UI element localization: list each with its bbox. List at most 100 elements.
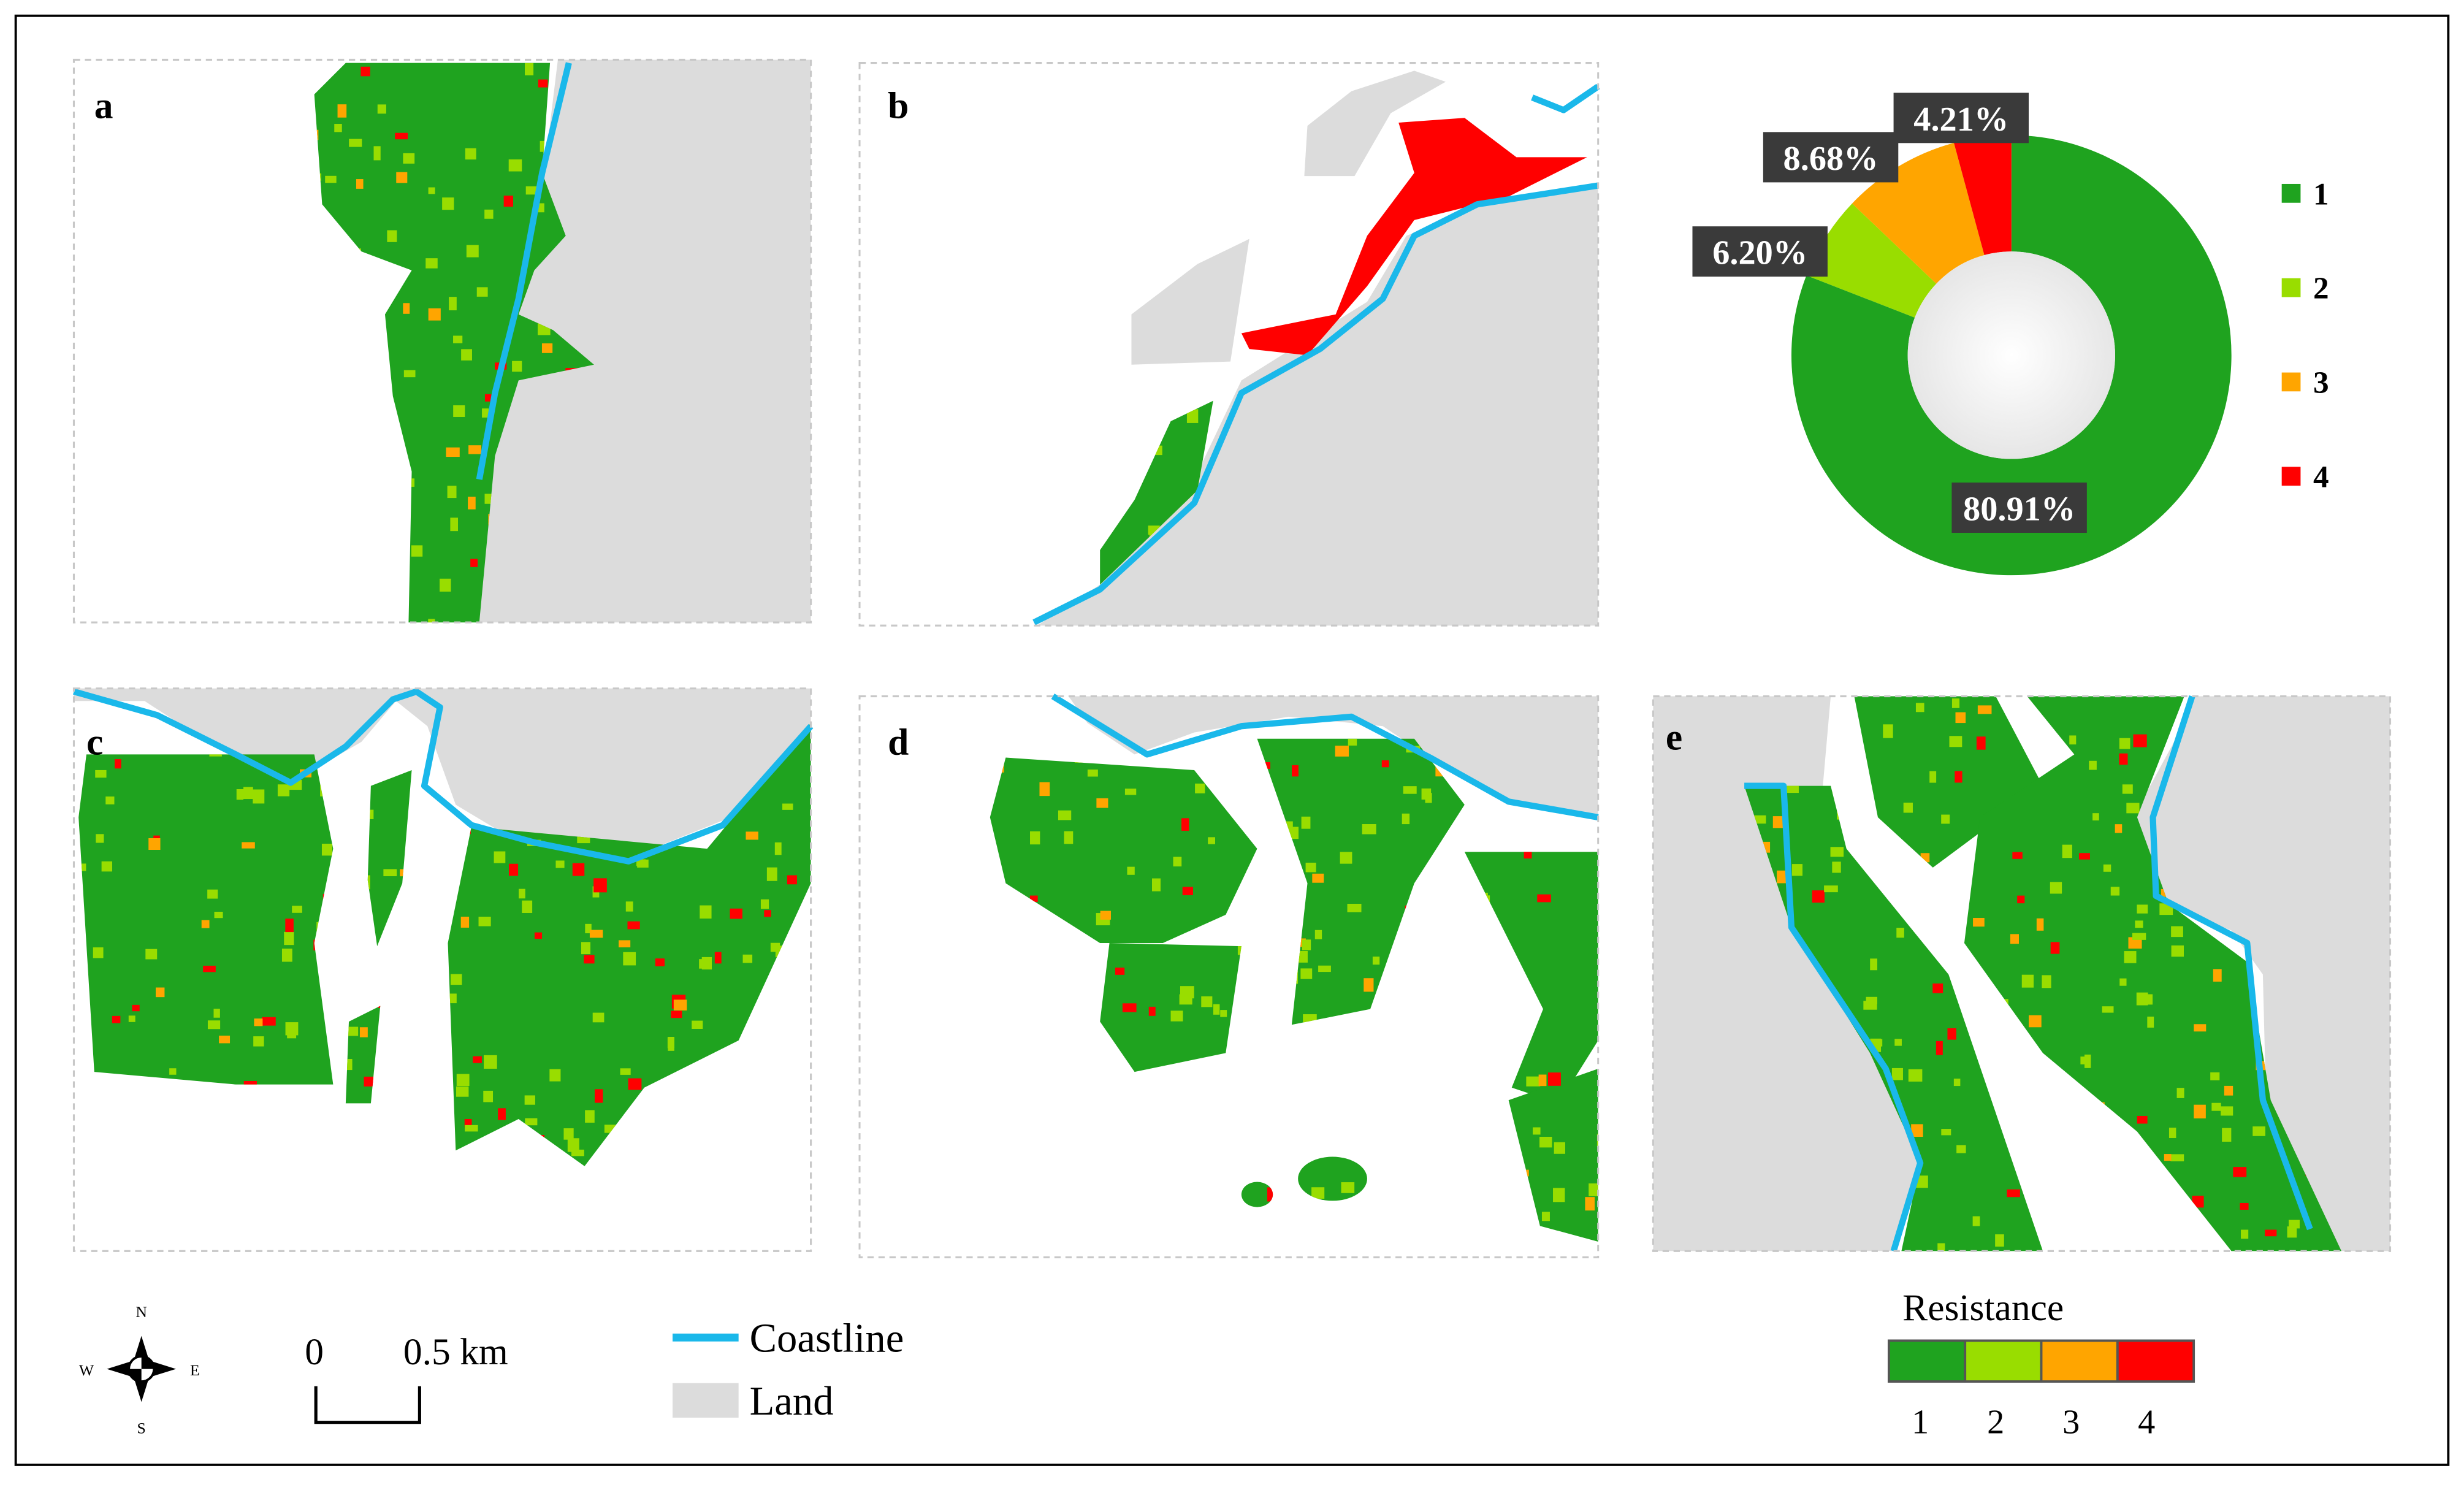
speckle [2132, 933, 2146, 940]
speckle [453, 335, 463, 343]
label-box [1763, 132, 1899, 183]
speckle [1381, 760, 1389, 768]
speckle [2029, 1015, 2042, 1028]
panel-a: a [72, 58, 812, 624]
speckle [482, 408, 489, 418]
speckle [1362, 824, 1376, 835]
coastline [1531, 83, 1600, 113]
donut-slice [1791, 135, 2232, 576]
speckle [1911, 1124, 1923, 1137]
donut-hole [1907, 251, 2115, 459]
speckle [2194, 1024, 2207, 1032]
speckle [519, 888, 525, 899]
donut-chart: 80.91% 6.20% 8.68% 4.21% 1 2 3 4 [1692, 93, 2329, 576]
speckle [1995, 1234, 2004, 1247]
speckle [476, 287, 488, 297]
speckle [1973, 918, 1985, 927]
speckle [2102, 1006, 2114, 1013]
speckle [524, 1095, 535, 1105]
speckle [373, 146, 381, 161]
speckle [1182, 887, 1193, 895]
vegetation [78, 754, 334, 1085]
speckle [2213, 969, 2222, 982]
compass-e: E [190, 1361, 200, 1379]
speckle [321, 843, 332, 856]
vegetation [1257, 738, 1465, 1025]
speckle [428, 619, 435, 623]
legend-label: 2 [2313, 271, 2329, 306]
speckle [525, 186, 537, 195]
speckle [1791, 864, 1803, 876]
speckle [525, 63, 534, 75]
speckle [1292, 765, 1299, 777]
speckle [1364, 978, 1374, 992]
speckle [1127, 866, 1135, 875]
speckle [1937, 1243, 1945, 1251]
speckle [714, 952, 722, 964]
speckle [774, 842, 782, 855]
speckle [746, 831, 758, 840]
resistance-label: 3 [2062, 1404, 2080, 1442]
speckle [2135, 920, 2143, 928]
speckle [347, 1026, 359, 1036]
speckle [1064, 831, 1074, 844]
speckle [1883, 724, 1893, 738]
speckle [1124, 789, 1137, 795]
speckle [1915, 703, 1924, 713]
speckle [428, 187, 435, 194]
label-box [1951, 482, 2087, 533]
speckle [589, 930, 603, 938]
speckle [1936, 1041, 1943, 1055]
speckle [700, 905, 712, 919]
panel-frame [858, 695, 1600, 1259]
speckle [1341, 1182, 1355, 1193]
legend-label: Land [750, 1379, 834, 1424]
speckle [253, 1036, 264, 1047]
speckle [2122, 784, 2133, 794]
speckle [2128, 937, 2142, 949]
speckle [461, 349, 472, 361]
speckle [2222, 1128, 2232, 1142]
speckle [349, 139, 362, 147]
speckle [465, 1125, 478, 1132]
speckle [1753, 815, 1766, 824]
speckle [1972, 1216, 1980, 1226]
speckle [2089, 760, 2097, 770]
speckle [1908, 1069, 1923, 1082]
speckle [105, 796, 115, 804]
speckle [1312, 873, 1324, 883]
speckle [2168, 1128, 2176, 1138]
speckle [1585, 1197, 1595, 1211]
speckle [1403, 786, 1417, 794]
value-label: 80.91% [1963, 490, 2075, 528]
speckle [782, 803, 793, 810]
speckle [498, 1108, 506, 1120]
vegetation [1100, 942, 1242, 1072]
speckle [1832, 862, 1841, 873]
speckle [766, 867, 777, 881]
speckle [450, 518, 459, 532]
speckle [484, 394, 492, 402]
speckle [2221, 1106, 2233, 1116]
speckle [148, 838, 161, 850]
coastline [2149, 695, 2313, 1231]
vegetation [367, 770, 412, 947]
legend-swatch [2281, 278, 2301, 297]
speckle [637, 859, 649, 868]
speckle [538, 79, 548, 88]
speckle [1340, 852, 1352, 864]
speckle [1772, 816, 1784, 828]
speckle [508, 159, 522, 172]
speckle [243, 787, 253, 800]
speckle [1941, 1129, 1951, 1136]
speckle [253, 789, 265, 804]
speckle [359, 1027, 368, 1037]
speckle [1372, 957, 1380, 965]
speckle [1195, 783, 1205, 793]
land [1653, 696, 1918, 1251]
speckle [1894, 1039, 1902, 1046]
speckle [2050, 942, 2060, 954]
speckle [155, 987, 165, 998]
speckle [387, 230, 397, 242]
speckle [2137, 1115, 2148, 1124]
